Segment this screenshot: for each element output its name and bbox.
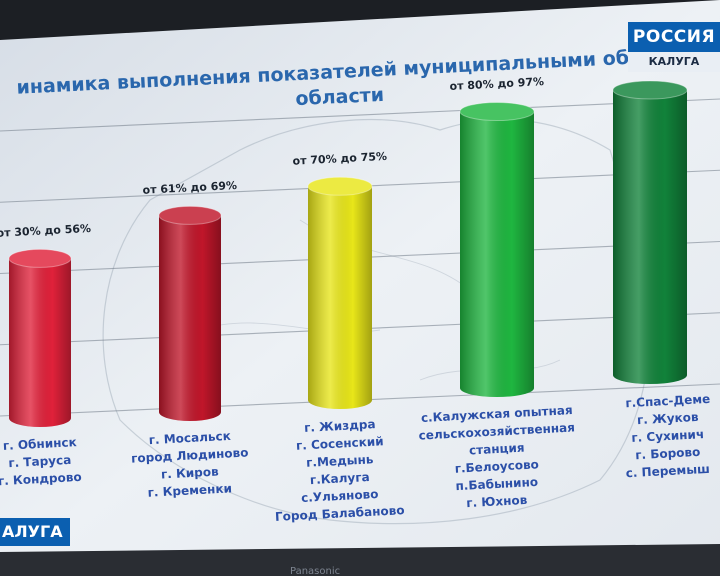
municipality-name: г. Жиздра bbox=[304, 417, 376, 435]
municipality-name: г. Обнинск bbox=[3, 435, 77, 453]
location-tag: АЛУГА bbox=[0, 518, 70, 546]
bar-shading bbox=[308, 186, 372, 409]
municipality-name: г. Юхнов bbox=[466, 493, 528, 510]
bar-top-highlight bbox=[159, 206, 221, 225]
municipality-name: г. Сосенский bbox=[296, 434, 384, 453]
municipality-name: г.Медынь bbox=[306, 452, 374, 470]
category-label: от 61% до 69% bbox=[142, 179, 237, 197]
municipality-name: г.Калуга bbox=[310, 470, 370, 487]
grid-line bbox=[0, 98, 720, 132]
bar-top bbox=[459, 102, 535, 122]
municipality-name: г.Белоусово bbox=[454, 457, 539, 475]
bar bbox=[307, 176, 373, 409]
channel-region: КАЛУГА bbox=[628, 52, 720, 72]
municipality-name: город Людиново bbox=[131, 445, 249, 465]
category-label: от 30% до 56% bbox=[0, 222, 91, 240]
municipality-name: г. Киров bbox=[161, 464, 220, 481]
municipality-name: с.Ульяново bbox=[301, 487, 379, 505]
municipality-name: г. Кондрово bbox=[0, 470, 82, 488]
municipality-name: г. Мосальск bbox=[148, 429, 231, 447]
channel-logo: РОССИЯ КАЛУГА bbox=[628, 22, 720, 72]
municipality-name: г. Сухинич bbox=[631, 427, 704, 445]
municipality-name: с. Перемыш bbox=[625, 462, 710, 480]
channel-name: РОССИЯ bbox=[632, 27, 716, 47]
municipality-name: г. Жуков bbox=[637, 410, 700, 427]
bar-top-highlight bbox=[308, 177, 372, 196]
bar-shading bbox=[159, 215, 221, 421]
bar-top bbox=[307, 176, 373, 196]
municipality-name: г. Кременки bbox=[147, 481, 232, 499]
category-label: от 70% до 75% bbox=[292, 150, 387, 168]
bar-top bbox=[158, 205, 222, 225]
bar-shading bbox=[460, 111, 534, 398]
municipality-name: г. Борово bbox=[635, 445, 701, 462]
category-label: от 80% до 97% bbox=[449, 75, 544, 93]
bar bbox=[158, 205, 222, 421]
bar bbox=[612, 80, 688, 384]
bar-top-highlight bbox=[613, 81, 687, 99]
municipality-name: Город Балабаново bbox=[275, 503, 405, 524]
bar bbox=[8, 248, 72, 427]
bar-top-highlight bbox=[9, 249, 71, 268]
map-outline bbox=[102, 118, 651, 525]
municipality-name: г.Спас-Деме bbox=[625, 392, 711, 410]
bar-top-highlight bbox=[460, 102, 534, 121]
bar-shading bbox=[613, 90, 687, 384]
bars-layer bbox=[8, 80, 688, 427]
bar-top bbox=[612, 80, 688, 100]
municipality-name: п.Бабынино bbox=[455, 475, 538, 493]
bezel-brand: Panasonic bbox=[290, 566, 340, 576]
bar-shading bbox=[9, 258, 71, 427]
chart-subtitle: области bbox=[295, 84, 385, 110]
bar bbox=[459, 102, 535, 398]
bar-top bbox=[8, 248, 72, 268]
category-labels: от 30% до 56% от 61% до 69% от 70% до 75% о… bbox=[0, 55, 667, 240]
municipality-name: станция bbox=[469, 441, 525, 458]
municipality-name: г. Таруса bbox=[8, 453, 72, 470]
